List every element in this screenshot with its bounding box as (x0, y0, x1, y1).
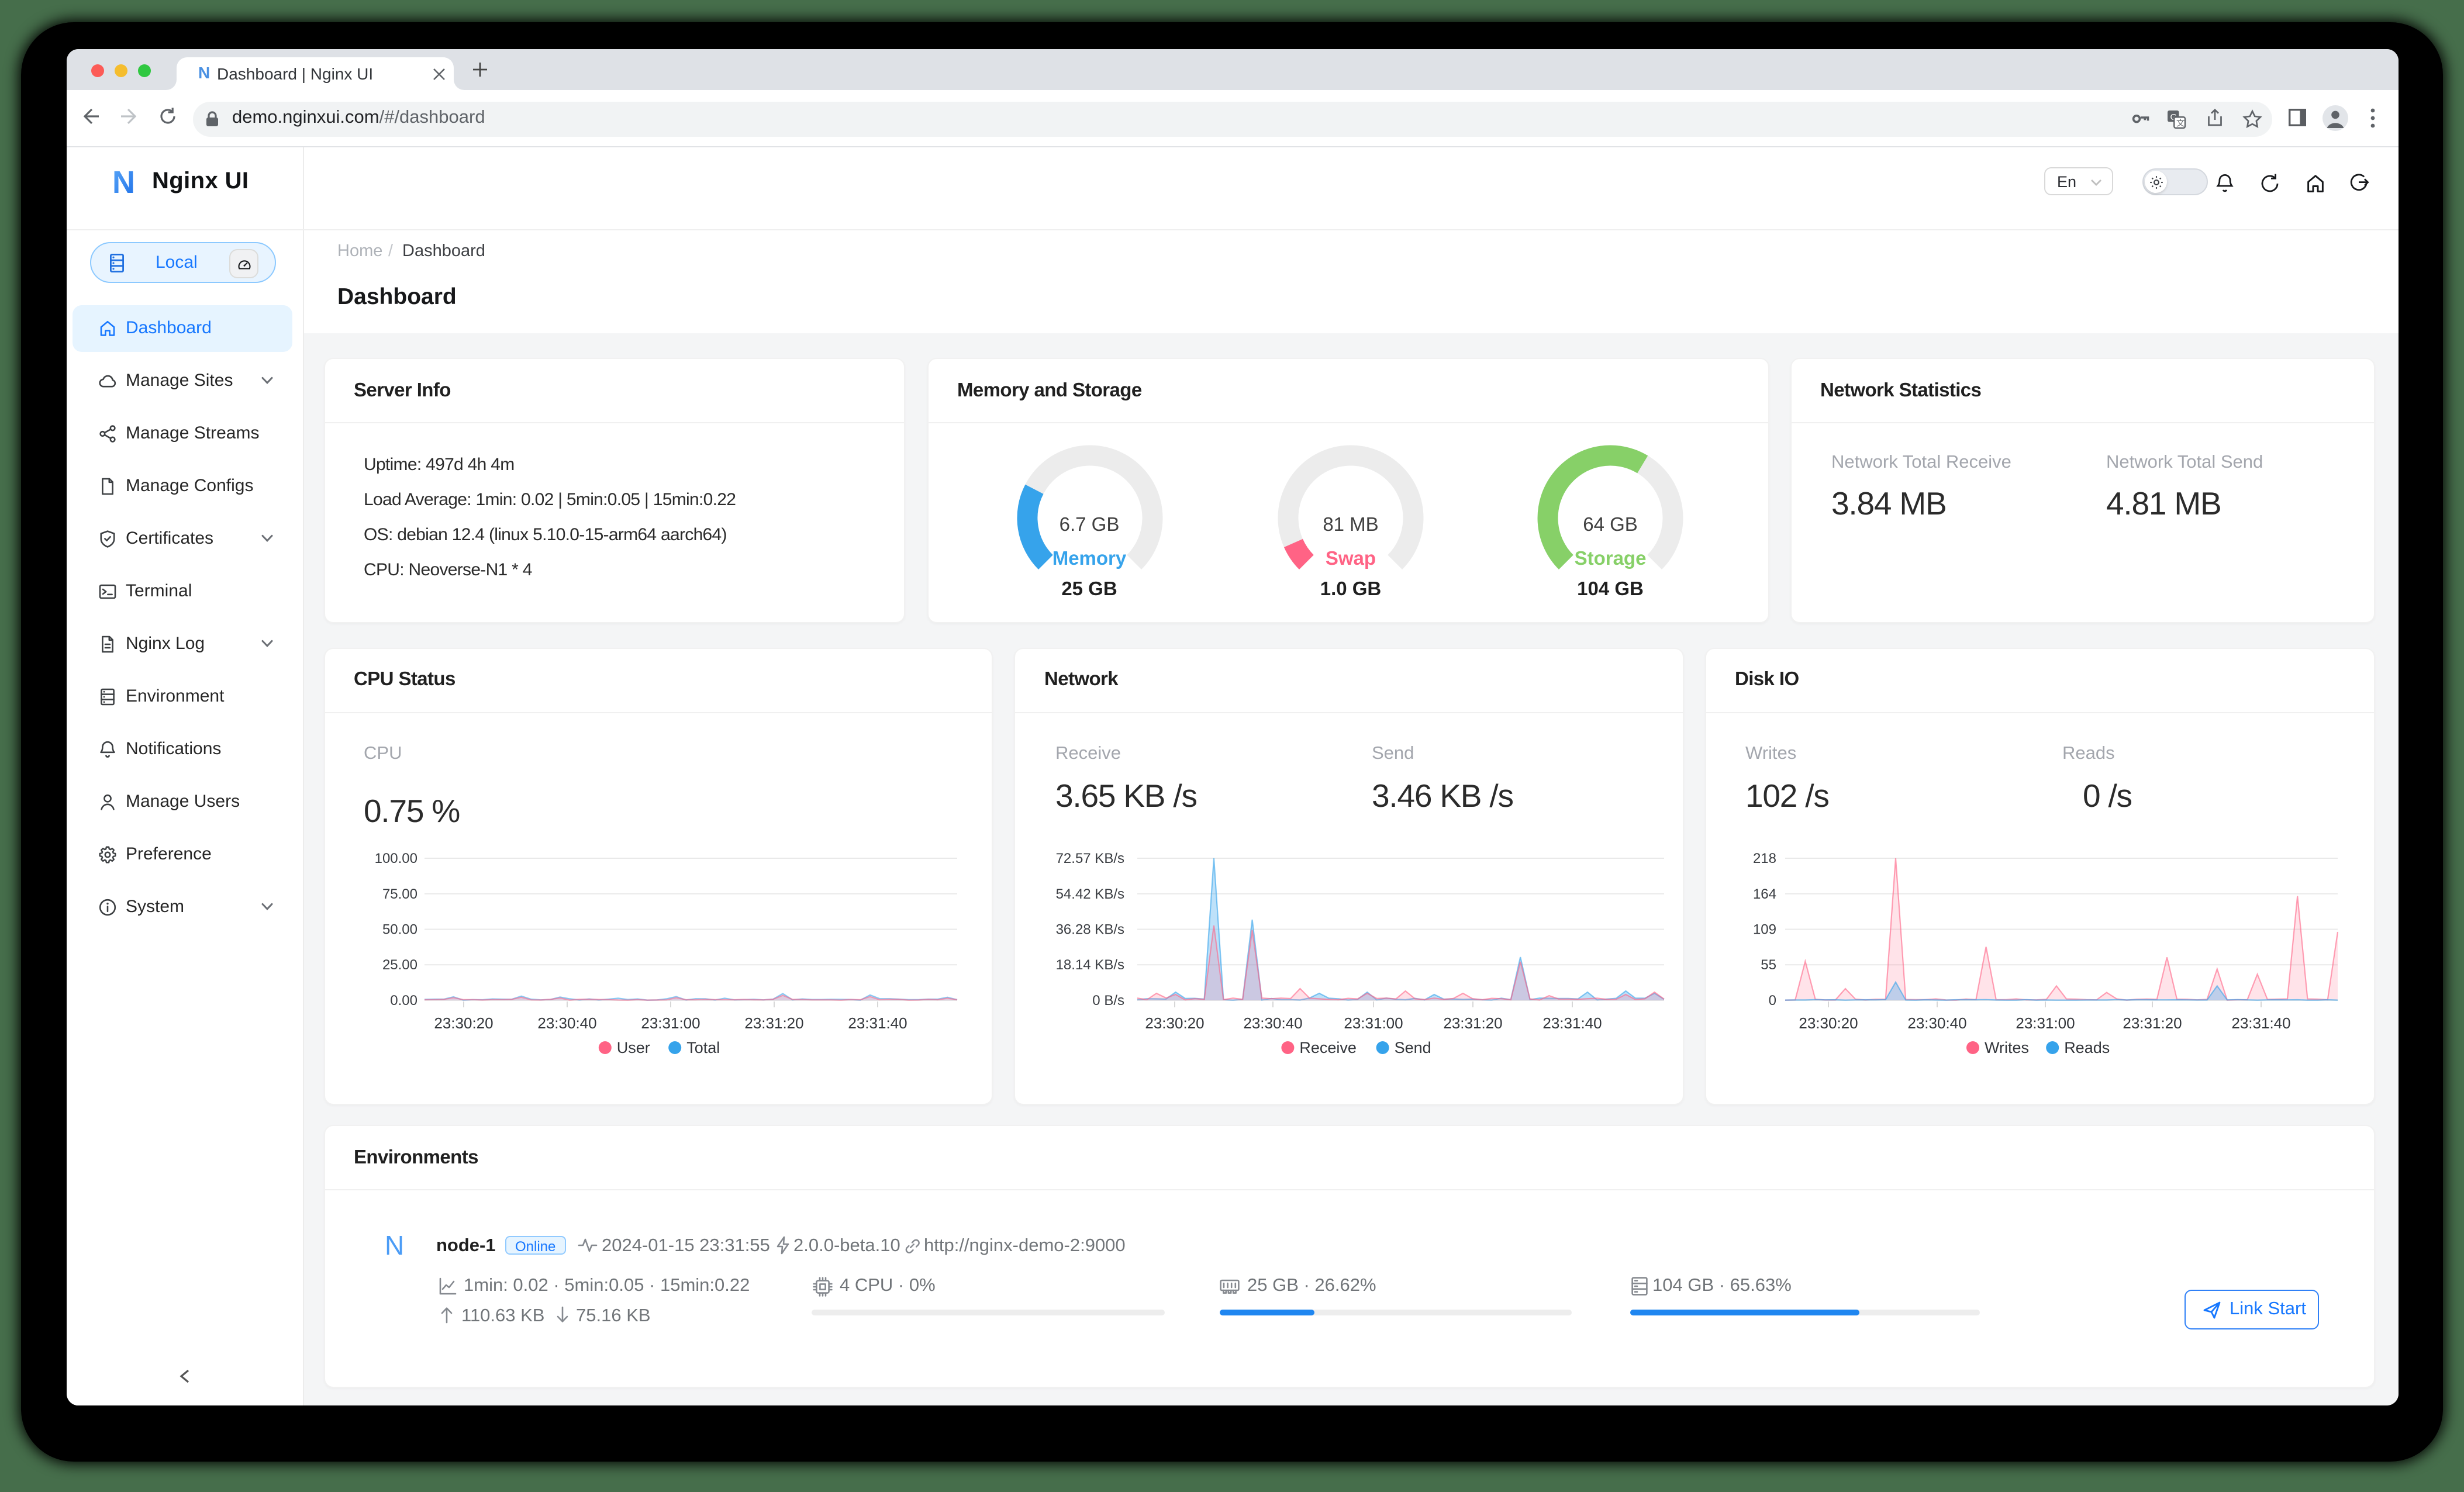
svg-text:25.00: 25.00 (382, 956, 417, 972)
svg-text:55: 55 (1760, 956, 1776, 972)
svg-text:N: N (384, 1230, 403, 1260)
svg-text:G: G (2170, 112, 2177, 122)
svg-text:75.00: 75.00 (382, 886, 417, 902)
svg-text:100.00: 100.00 (374, 850, 417, 866)
svg-text:Receive: Receive (1299, 1038, 1357, 1056)
svg-text:109: 109 (1752, 921, 1776, 937)
svg-text:23:30:20: 23:30:20 (1145, 1014, 1204, 1031)
svg-text:Send: Send (1395, 1038, 1431, 1056)
svg-text:23:30:20: 23:30:20 (1798, 1014, 1857, 1031)
svg-text:23:31:00: 23:31:00 (1344, 1014, 1403, 1031)
svg-text:54.42 KB/s: 54.42 KB/s (1056, 886, 1124, 902)
svg-text:23:31:20: 23:31:20 (744, 1014, 803, 1031)
svg-text:23:30:40: 23:30:40 (1907, 1014, 1966, 1031)
svg-text:User: User (616, 1038, 650, 1056)
svg-text:18.14 KB/s: 18.14 KB/s (1056, 956, 1124, 972)
svg-text:23:31:40: 23:31:40 (2231, 1014, 2290, 1031)
svg-text:23:30:40: 23:30:40 (1243, 1014, 1302, 1031)
svg-text:164: 164 (1752, 886, 1776, 902)
svg-text:36.28 KB/s: 36.28 KB/s (1056, 921, 1124, 937)
svg-text:23:31:40: 23:31:40 (1542, 1014, 1602, 1031)
svg-text:23:31:20: 23:31:20 (1443, 1014, 1502, 1031)
svg-text:23:31:20: 23:31:20 (2122, 1014, 2181, 1031)
svg-text:Writes: Writes (1984, 1038, 2028, 1056)
svg-text:Reads: Reads (2063, 1038, 2109, 1056)
svg-text:N: N (112, 164, 135, 199)
svg-text:218: 218 (1752, 850, 1776, 866)
svg-text:0.00: 0.00 (389, 992, 417, 1008)
svg-text:50.00: 50.00 (382, 921, 417, 937)
svg-text:0 B/s: 0 B/s (1092, 992, 1124, 1008)
svg-text:0: 0 (1768, 992, 1776, 1008)
svg-text:Total: Total (686, 1038, 719, 1056)
svg-text:72.57 KB/s: 72.57 KB/s (1056, 850, 1124, 866)
svg-text:23:31:40: 23:31:40 (847, 1014, 906, 1031)
svg-text:文: 文 (2176, 118, 2184, 127)
svg-text:23:30:40: 23:30:40 (537, 1014, 596, 1031)
svg-text:23:31:00: 23:31:00 (640, 1014, 699, 1031)
svg-text:23:31:00: 23:31:00 (2015, 1014, 2074, 1031)
svg-text:23:30:20: 23:30:20 (433, 1014, 492, 1031)
